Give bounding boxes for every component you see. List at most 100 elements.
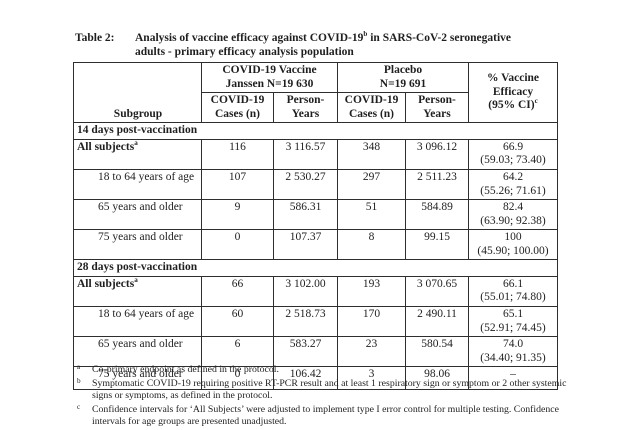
footnote-b: b Symptomatic COVID-19 requiring positiv… xyxy=(75,376,580,403)
table-title-line2: adults - primary efficacy analysis popul… xyxy=(135,46,354,59)
table-row-28d-75-and-older: 75 years and older 0 106.42 3 98.06 – xyxy=(73,366,559,391)
ve-header-ci: (95% CI) xyxy=(488,99,535,112)
placebo-group-line1: Placebo xyxy=(383,64,423,76)
ve-ci: (52.91; 74.45) xyxy=(480,321,546,334)
title-footnote-marker-b: b xyxy=(363,30,368,39)
cell-placebo-person-years: 2 490.11 xyxy=(404,305,470,338)
section-label: 28 days post-vaccination xyxy=(72,259,559,277)
cell-vaccine-efficacy: 65.1 (52.91; 74.45) xyxy=(468,305,559,338)
table-row-28d-18-to-64: 18 to 64 years of age 60 2 518.73 170 2 … xyxy=(73,305,559,338)
cell-vaccine-cases: 66 xyxy=(201,275,274,308)
column-header-subgroup: Subgroup xyxy=(73,61,202,124)
placebo-group-line2: N=19 691 xyxy=(379,77,427,90)
cell-placebo-person-years: 98.06 xyxy=(404,366,470,391)
column-header-placebo-person-years: Person- Years xyxy=(404,92,470,124)
cases-header-line2: Cases (n) xyxy=(214,107,261,120)
footnote-c: c Confidence intervals for ‘All Subjects… xyxy=(75,402,580,429)
table-title-label: Table 2: xyxy=(75,32,115,44)
cell-placebo-cases: 348 xyxy=(337,138,406,170)
ve-ci: (55.01; 74.80) xyxy=(480,291,546,304)
py-header-line2: Years xyxy=(291,107,320,120)
cell-vaccine-person-years: 2 530.27 xyxy=(273,168,338,201)
column-group-placebo: Placebo N=19 691 xyxy=(336,61,470,94)
section-header-row-28-days: 28 days post-vaccination xyxy=(72,259,559,277)
ve-header-line1: % Vaccine xyxy=(486,72,540,85)
footnote-marker-c: c xyxy=(77,402,81,411)
ve-value: 66.1 xyxy=(502,277,524,290)
ve-ci: (55.26; 71.61) xyxy=(480,184,546,197)
ve-value: 82.4 xyxy=(502,201,524,214)
cell-placebo-person-years: 3 070.65 xyxy=(404,275,470,308)
table-row-14d-all-subjects: All subjectsa 116 3 116.57 348 3 096.12 … xyxy=(73,138,559,170)
cell-vaccine-efficacy: 66.9 (59.03; 73.40) xyxy=(468,138,559,170)
ve-value: 100 xyxy=(504,231,522,244)
column-group-vaccine: COVID-19 Vaccine Janssen N=19 630 xyxy=(201,61,338,94)
cell-vaccine-efficacy: 74.0 (34.40; 91.35) xyxy=(468,336,559,368)
cell-placebo-person-years: 584.89 xyxy=(404,199,470,231)
cell-placebo-cases: 51 xyxy=(337,199,406,231)
subgroup-footnote-marker: a xyxy=(134,276,138,285)
column-header-placebo-cases: COVID-19 Cases (n) xyxy=(337,92,406,124)
ve-value: 64.2 xyxy=(502,170,524,183)
footnote-text-b: Symptomatic COVID-19 requiring positive … xyxy=(92,377,567,402)
cell-vaccine-cases: 0 xyxy=(201,366,274,391)
section-header-row-14-days: 14 days post-vaccination xyxy=(72,122,559,140)
footnote-marker-a: a xyxy=(77,363,81,371)
ve-ci: (59.03; 73.40) xyxy=(480,154,546,167)
subgroup-label: 75 years and older xyxy=(73,366,202,391)
cell-vaccine-efficacy: 100 (45.90; 100.00) xyxy=(468,229,559,261)
py-header-line1: Person- xyxy=(418,94,456,107)
py-header-line1: Person- xyxy=(286,94,325,107)
cell-placebo-cases: 8 xyxy=(337,229,406,261)
table-row-28d-65-and-older: 65 years and older 6 583.27 23 580.54 74… xyxy=(73,336,559,368)
cell-vaccine-efficacy: 82.4 (63.90; 92.38) xyxy=(468,199,559,231)
footnote-marker-b: b xyxy=(77,376,81,385)
cell-vaccine-cases: 6 xyxy=(201,336,274,368)
ve-value: 65.1 xyxy=(502,308,524,320)
vaccine-group-line2: Janssen N=19 630 xyxy=(225,77,314,90)
table-sub-header-row: COVID-19 Cases (n) Person- Years COVID-1… xyxy=(74,92,558,124)
cell-placebo-person-years: 580.54 xyxy=(404,336,470,368)
cell-vaccine-efficacy: 64.2 (55.26; 71.61) xyxy=(468,168,559,201)
cell-placebo-person-years: 99.15 xyxy=(404,229,470,261)
footnote-text-c: Confidence intervals for ‘All Subjects’ … xyxy=(92,403,559,428)
cell-vaccine-person-years: 107.37 xyxy=(273,229,338,261)
cell-vaccine-efficacy: – xyxy=(468,366,559,391)
cell-placebo-person-years: 2 511.23 xyxy=(404,168,470,201)
cell-vaccine-person-years: 2 518.73 xyxy=(273,305,338,338)
cell-vaccine-cases: 116 xyxy=(201,138,274,170)
cases-header-line1: COVID-19 xyxy=(210,94,265,107)
subgroup-label: 65 years and older xyxy=(73,336,202,368)
subgroup-label: All subjectsa xyxy=(73,275,202,308)
table-title-text: Analysis of vaccine efficacy against COV… xyxy=(135,31,565,59)
subgroup-label: 18 to 64 years of age xyxy=(73,305,202,338)
table-row-14d-65-and-older: 65 years and older 9 586.31 51 584.89 82… xyxy=(73,199,559,231)
cell-vaccine-person-years: 106.42 xyxy=(273,366,338,391)
cell-vaccine-person-years: 3 102.00 xyxy=(273,275,338,308)
footnote-a: a Co-primary endpoint as defined in the … xyxy=(75,363,580,377)
vaccine-efficacy-table: Subgroup COVID-19 Vaccine Janssen N=19 6… xyxy=(72,61,559,391)
table-row-28d-all-subjects: All subjectsa 66 3 102.00 193 3 070.65 6… xyxy=(73,275,559,308)
vaccine-group-line1: COVID-19 Vaccine xyxy=(222,64,317,76)
cell-placebo-cases: 297 xyxy=(337,168,406,201)
subgroup-label: 18 to 64 years of age xyxy=(73,168,202,201)
cell-vaccine-person-years: 3 116.57 xyxy=(273,138,338,170)
subgroup-label: All subjectsa xyxy=(73,138,202,170)
py-header-line2: Years xyxy=(423,107,451,120)
subgroup-label-text: All subjects xyxy=(77,277,135,290)
cell-vaccine-cases: 60 xyxy=(201,305,274,338)
ve-footnote-marker-c: c xyxy=(534,97,538,106)
ve-ci: (63.90; 92.38) xyxy=(480,214,546,227)
footnote-text-a: Co-primary endpoint as defined in the pr… xyxy=(92,364,279,375)
section-label: 14 days post-vaccination xyxy=(72,122,559,140)
ve-value: 66.9 xyxy=(502,140,524,153)
cell-vaccine-person-years: 583.27 xyxy=(273,336,338,368)
subgroup-label: 75 years and older xyxy=(73,229,202,261)
cell-vaccine-efficacy: 66.1 (55.01; 74.80) xyxy=(468,275,559,308)
column-header-vaccine-efficacy: % Vaccine Efficacy (95% CI)c xyxy=(468,61,559,124)
table-title: Table 2: Analysis of vaccine efficacy ag… xyxy=(75,31,565,59)
table-row-14d-18-to-64: 18 to 64 years of age 107 2 530.27 297 2… xyxy=(73,168,559,201)
ve-header-line2: Efficacy xyxy=(492,85,534,98)
ve-header-line3: (95% CI)c xyxy=(471,97,555,113)
